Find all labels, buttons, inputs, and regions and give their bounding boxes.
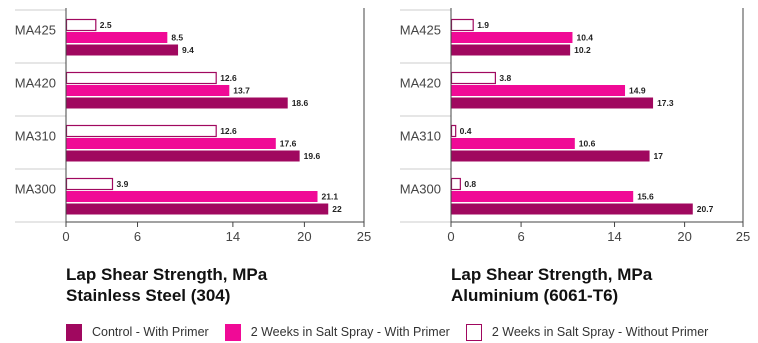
category-label: MA425 <box>400 23 441 38</box>
chart-title-line-2: Aluminium (6061-T6) <box>451 286 619 305</box>
legend-item-without-primer: 2 Weeks in Salt Spray - Without Primer <box>465 323 709 341</box>
chart-title-stainless: Lap Shear Strength, MPa Stainless Steel … <box>66 264 267 306</box>
legend-label-control: Control - With Primer <box>92 325 209 339</box>
x-tick-label: 14 <box>226 229 240 244</box>
bar-without-primer <box>450 177 461 191</box>
bar-control <box>451 150 650 162</box>
legend-swatch-control <box>66 323 82 341</box>
category-label: MA310 <box>400 129 441 144</box>
legend-swatch-without-primer <box>465 323 482 341</box>
bar-with-primer <box>451 85 626 96</box>
bar-with-primer <box>66 191 318 202</box>
category-label: MA420 <box>400 76 441 91</box>
data-label: 8.5 <box>171 33 183 43</box>
data-label: 3.8 <box>499 73 511 83</box>
chart-title-line-1: Lap Shear Strength, MPa <box>451 265 653 284</box>
x-tick-label: 20 <box>297 229 311 244</box>
chart-title-line-1: Lap Shear Strength, MPa <box>66 265 268 284</box>
data-label: 19.6 <box>304 151 321 161</box>
bar-control <box>66 150 300 162</box>
data-label: 18.6 <box>292 98 309 108</box>
x-tick-label: 25 <box>736 229 750 244</box>
data-label: 3.9 <box>116 179 128 189</box>
data-label: 15.6 <box>637 192 654 202</box>
legend: Control - With Primer 2 Weeks in Salt Sp… <box>66 322 724 342</box>
x-tick-label: 25 <box>357 229 371 244</box>
data-label: 17.6 <box>280 139 297 149</box>
data-label: 14.9 <box>629 86 646 96</box>
legend-item-with-primer: 2 Weeks in Salt Spray - With Primer <box>224 323 450 341</box>
bar-without-primer <box>65 71 217 85</box>
chart-title-aluminium: Lap Shear Strength, MPa Aluminium (6061-… <box>451 264 652 306</box>
data-label: 12.6 <box>220 126 237 136</box>
bar-control <box>451 44 571 56</box>
data-label: 10.2 <box>574 45 591 55</box>
bar-control <box>66 97 288 109</box>
data-label: 0.4 <box>460 126 472 136</box>
legend-label-without-primer: 2 Weeks in Salt Spray - Without Primer <box>491 325 709 339</box>
x-tick-label: 0 <box>62 229 69 244</box>
bar-control <box>451 203 693 215</box>
bar-with-primer <box>451 138 575 149</box>
bar-without-primer <box>65 124 217 138</box>
data-label: 2.5 <box>100 20 112 30</box>
x-tick-label: 6 <box>134 229 141 244</box>
data-label: 21.1 <box>322 192 339 202</box>
chart-1: MA425 1.9 10.4 10.2 MA420 3.8 14.9 17.3 MA310 0.4… <box>400 8 750 244</box>
category-label: MA420 <box>15 76 56 91</box>
chart-0: MA425 2.5 8.5 9.4 MA420 12.6 13.7 18.6 MA310 12.6… <box>15 8 371 244</box>
category-label: MA310 <box>15 129 56 144</box>
data-label: 20.7 <box>697 204 714 214</box>
legend-item-control: Control - With Primer <box>66 323 209 341</box>
chart-title-line-2: Stainless Steel (304) <box>66 286 231 305</box>
bar-without-primer <box>450 71 496 85</box>
bar-control <box>451 97 654 109</box>
x-tick-label: 0 <box>447 229 454 244</box>
bar-control <box>66 44 179 56</box>
data-label: 17.3 <box>657 98 674 108</box>
bar-with-primer <box>451 191 634 202</box>
x-tick-label: 20 <box>677 229 691 244</box>
bar-control <box>66 203 329 215</box>
data-label: 0.8 <box>464 179 476 189</box>
bar-with-primer <box>451 32 573 43</box>
x-tick-label: 14 <box>607 229 621 244</box>
data-label: 10.6 <box>579 139 596 149</box>
category-label: MA300 <box>15 182 56 197</box>
bar-with-primer <box>66 85 230 96</box>
bar-without-primer <box>450 124 457 138</box>
data-label: 10.4 <box>576 33 593 43</box>
data-label: 12.6 <box>220 73 237 83</box>
category-label: MA300 <box>400 182 441 197</box>
bar-without-primer <box>65 18 97 32</box>
bar-without-primer <box>65 177 114 191</box>
legend-swatch-with-primer <box>224 323 241 341</box>
bar-with-primer <box>66 138 276 149</box>
data-label: 13.7 <box>233 86 250 96</box>
data-label: 17 <box>654 151 664 161</box>
bar-without-primer <box>450 18 474 32</box>
x-tick-label: 6 <box>517 229 524 244</box>
bar-with-primer <box>66 32 168 43</box>
data-label: 1.9 <box>477 20 489 30</box>
data-label: 9.4 <box>182 45 194 55</box>
legend-label-with-primer: 2 Weeks in Salt Spray - With Primer <box>250 325 450 339</box>
data-label: 22 <box>332 204 342 214</box>
category-label: MA425 <box>15 23 56 38</box>
